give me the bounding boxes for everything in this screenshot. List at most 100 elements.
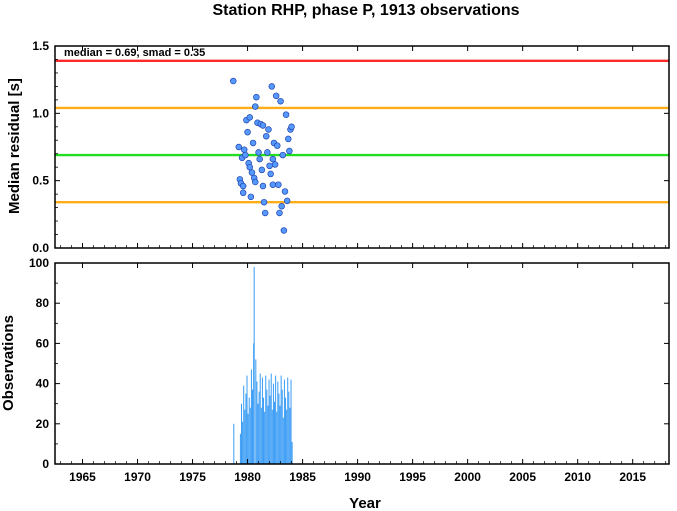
histogram-bar-47 xyxy=(290,379,292,464)
bottom-ytick-label-4: 80 xyxy=(36,296,50,310)
histogram-bar-30 xyxy=(271,409,273,464)
histogram-bar-26 xyxy=(267,405,269,464)
histogram-bar-46 xyxy=(289,407,291,464)
data-point-18 xyxy=(252,103,259,110)
histogram-bar-0 xyxy=(233,423,235,464)
data-point-23 xyxy=(256,155,263,163)
bottom-ytick-label-1: 20 xyxy=(36,417,50,431)
data-point-20 xyxy=(253,93,260,101)
histogram-bar-3 xyxy=(242,421,244,464)
top-plot-background xyxy=(55,46,669,248)
xtick-label-4: 1985 xyxy=(289,470,316,484)
data-point-25 xyxy=(258,166,266,174)
histogram-bar-16 xyxy=(256,381,258,464)
data-point-10 xyxy=(244,128,251,136)
data-point-29 xyxy=(261,209,269,217)
data-point-39 xyxy=(271,161,279,168)
histogram-bar-13 xyxy=(253,343,255,464)
bottom-ytick-label-5: 100 xyxy=(29,256,49,270)
data-point-45 xyxy=(278,203,285,210)
bottom-ylabel: Observations xyxy=(0,315,17,411)
histogram-bar-43 xyxy=(286,409,288,464)
xtick-label-5: 1990 xyxy=(344,470,371,484)
data-point-13 xyxy=(246,163,254,171)
data-point-16 xyxy=(249,139,257,147)
chart-title: Station RHP, phase P, 1913 observations xyxy=(212,2,519,19)
data-point-7 xyxy=(241,146,248,153)
data-point-33 xyxy=(266,162,273,170)
histogram-bar-25 xyxy=(266,389,268,464)
histogram-bar-7 xyxy=(246,375,248,464)
xtick-label-1: 1970 xyxy=(124,470,151,484)
top-plot-frame xyxy=(54,45,670,249)
histogram-bar-5 xyxy=(244,409,246,464)
histogram-bar-20 xyxy=(260,407,262,464)
histogram-bar-8 xyxy=(247,413,249,464)
histogram-bar-12 xyxy=(252,389,254,464)
bottom-ytick-label-2: 40 xyxy=(36,377,50,391)
data-point-28 xyxy=(260,198,268,206)
histogram-bar-1 xyxy=(239,433,241,464)
data-point-51 xyxy=(285,135,292,143)
data-point-15 xyxy=(248,169,256,176)
histogram-bar-15 xyxy=(255,359,257,464)
data-point-37 xyxy=(269,181,277,188)
xtick-label-10: 2015 xyxy=(619,470,646,484)
data-point-19 xyxy=(252,178,259,186)
data-point-1 xyxy=(235,143,243,151)
histogram-bar-45 xyxy=(288,391,290,464)
xtick-label-6: 1995 xyxy=(399,470,426,484)
histogram-bar-28 xyxy=(269,395,271,464)
top-ytick-label-2: 1.0 xyxy=(32,106,49,120)
data-point-46 xyxy=(279,151,287,159)
data-point-14 xyxy=(247,193,255,201)
data-point-54 xyxy=(288,123,295,131)
data-point-12 xyxy=(246,114,254,121)
data-point-44 xyxy=(277,97,284,105)
histogram-bar-10 xyxy=(249,407,251,464)
xtick-label-8: 2005 xyxy=(509,470,536,484)
observations-panel: 0 20 40 60 80 100 1965 1970 1975 1980 1985 1990 1995… xyxy=(29,256,670,484)
data-point-34 xyxy=(267,170,274,178)
xtick-label-0: 1965 xyxy=(69,470,96,484)
histogram-bar-48 xyxy=(291,441,293,464)
data-point-49 xyxy=(282,111,290,118)
data-point-36 xyxy=(269,155,277,163)
histogram-bar-40 xyxy=(282,417,284,464)
histogram-bar-24 xyxy=(265,375,267,464)
histogram-bar-23 xyxy=(264,411,266,464)
data-point-35 xyxy=(268,83,276,90)
histogram-bar-4 xyxy=(243,385,245,464)
stats-annotation: median = 0.69, smad = 0.35 xyxy=(64,47,205,59)
histogram-bar-14 xyxy=(253,267,255,464)
histogram-bar-9 xyxy=(248,397,250,464)
residual-panel: 0.0 0.5 1.0 1.5 xyxy=(32,39,670,255)
xtick-label-9: 2010 xyxy=(564,470,591,484)
histogram-bar-6 xyxy=(245,393,247,464)
bottom-plot-background xyxy=(55,263,669,464)
xtick-label-3: 1980 xyxy=(234,470,261,484)
top-ytick-label-1: 0.5 xyxy=(32,174,49,188)
histogram-bar-44 xyxy=(287,377,289,464)
histogram-bar-41 xyxy=(283,379,285,464)
histogram-bar-35 xyxy=(277,381,279,464)
histogram-bar-36 xyxy=(278,393,280,464)
xlabel: Year xyxy=(349,495,381,511)
data-point-50 xyxy=(283,197,291,205)
data-point-40 xyxy=(272,92,280,100)
xtick-label-7: 2000 xyxy=(454,470,481,484)
bottom-ytick-label-3: 60 xyxy=(36,336,50,350)
histogram-bar-33 xyxy=(275,375,277,464)
histogram-bar-42 xyxy=(285,397,287,464)
histogram-bar-11 xyxy=(250,369,252,464)
histogram-bar-37 xyxy=(279,405,281,464)
top-ylabel: Median residual [s] xyxy=(6,78,23,214)
histogram-bar-38 xyxy=(280,375,282,464)
data-point-52 xyxy=(286,147,293,155)
histogram-bar-2 xyxy=(241,403,243,464)
histogram-bar-18 xyxy=(258,391,260,464)
histogram-bar-22 xyxy=(263,397,265,464)
data-point-6 xyxy=(239,189,247,197)
bottom-ytick-label-0: 0 xyxy=(42,457,49,471)
histogram-bar-34 xyxy=(276,411,278,464)
